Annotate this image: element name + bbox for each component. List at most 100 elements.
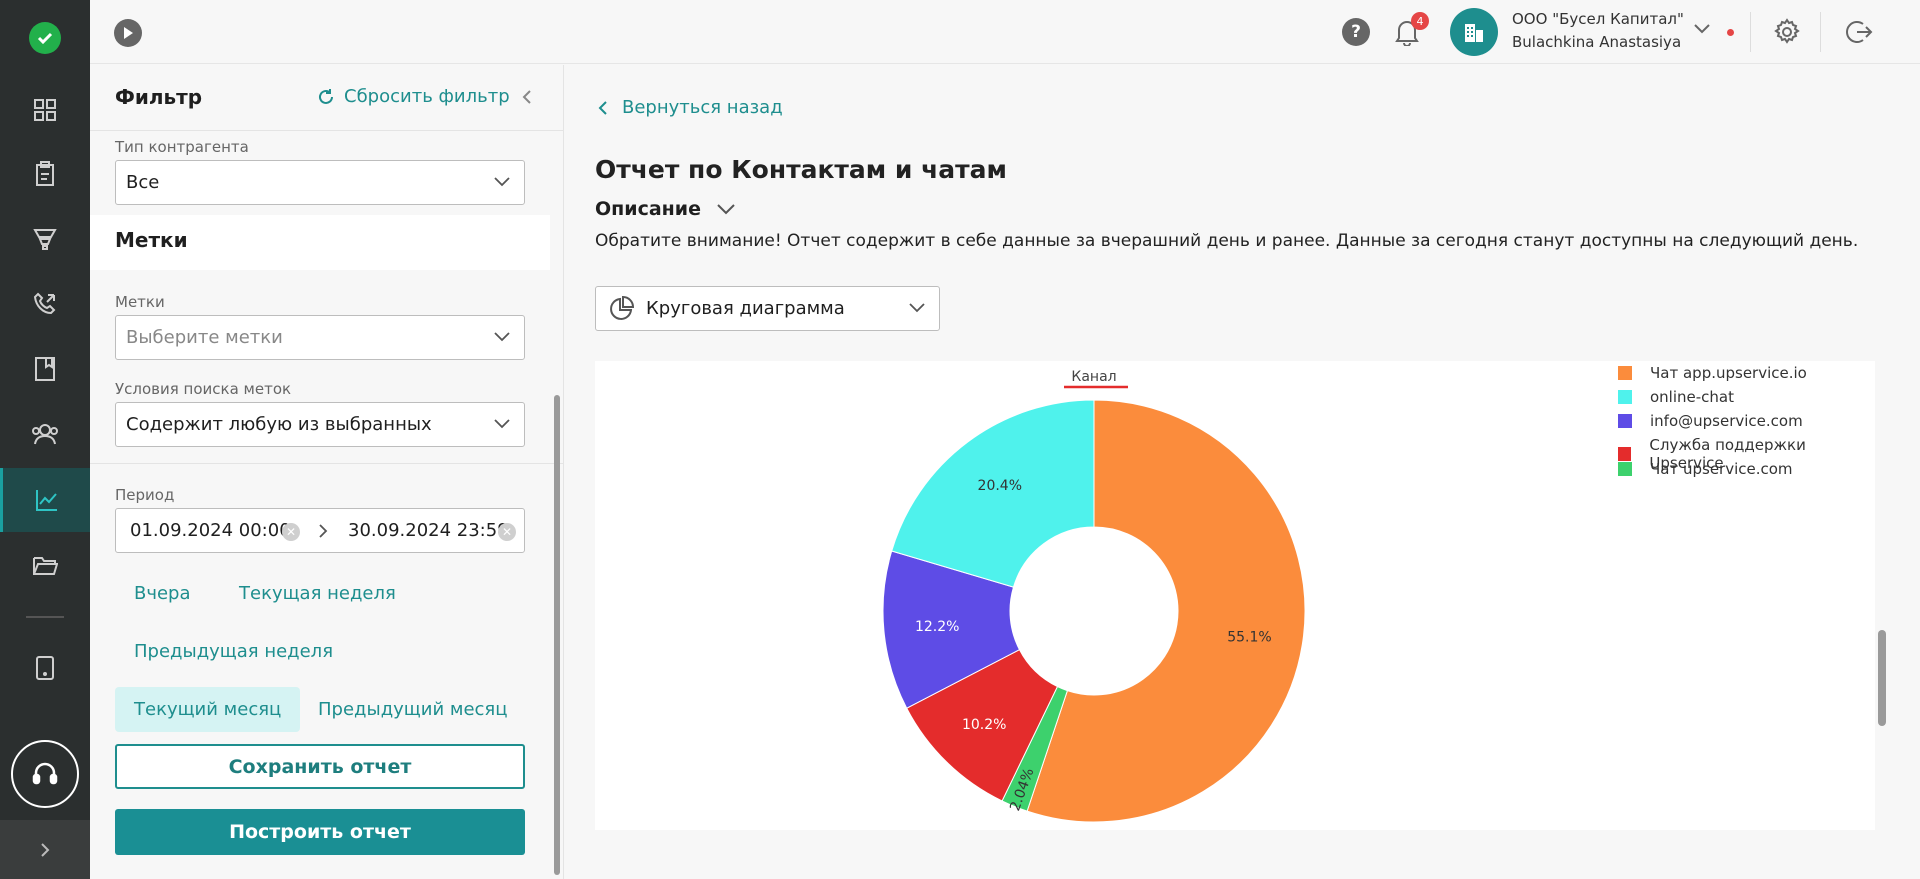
chevron-down-icon [494, 177, 510, 187]
quick-current-week[interactable]: Текущая неделя [239, 583, 396, 604]
filter-scrollbar[interactable] [554, 395, 560, 875]
save-report-button[interactable]: Сохранить отчет [115, 744, 525, 789]
filter-panel: Фильтр Сбросить фильтр Тип контрагента В… [90, 65, 564, 879]
company-avatar[interactable] [1450, 8, 1498, 56]
folder-icon[interactable] [0, 533, 90, 597]
status-dot [1727, 29, 1734, 36]
chart-type-select[interactable]: Круговая диаграмма [595, 286, 940, 331]
range-arrow-icon [319, 524, 328, 538]
description-label: Описание [595, 198, 702, 220]
play-icon[interactable] [114, 19, 142, 47]
company-name: ООО "Бусел Капитал" [1512, 10, 1684, 28]
build-report-button[interactable]: Построить отчет [115, 809, 525, 855]
legend-swatch [1618, 390, 1632, 404]
chevron-left-icon [598, 100, 607, 115]
topbar-divider [1820, 12, 1821, 52]
slice-label: 20.4% [978, 478, 1022, 494]
help-icon[interactable]: ? [1342, 18, 1370, 46]
period-to-input[interactable]: 30.09.2024 23:59 [348, 520, 509, 541]
chevron-down-icon [717, 203, 735, 214]
legend-swatch [1618, 447, 1632, 461]
legend-label: Служба поддержки Upservice [1649, 436, 1806, 472]
reset-icon [319, 88, 333, 104]
collapse-panel-icon[interactable] [522, 89, 532, 105]
legend-label: Чат app.upservice.io [1650, 364, 1807, 382]
users-icon[interactable] [0, 402, 90, 466]
counterparty-type-select[interactable]: Все [115, 160, 525, 205]
tags-placeholder: Выберите метки [126, 327, 283, 348]
legend-item[interactable]: online-chat [1618, 388, 1734, 406]
pie-slice[interactable] [1026, 399, 1306, 823]
pie-chart-icon [610, 295, 634, 320]
slice-label: 10.2% [962, 717, 1006, 733]
back-link[interactable]: Вернуться назад [598, 97, 783, 118]
tag-condition-select[interactable]: Содержит любую из выбранных [115, 402, 525, 447]
reset-filter-label: Сбросить фильтр [344, 86, 510, 107]
notifications-bell-icon[interactable]: 4 [1394, 12, 1429, 48]
chevron-down-icon [494, 419, 510, 429]
filter-header: Фильтр Сбросить фильтр [90, 65, 564, 131]
clipboard-icon[interactable] [0, 142, 90, 206]
chart-area: Канал 55.1% 2.04% 10.2% 12.2% 20.4% Чат app.… [595, 361, 1875, 830]
slice-label: 55.1% [1227, 629, 1271, 645]
period-label: Период [115, 486, 175, 504]
legend-label: Чат upservice.com [1650, 460, 1793, 478]
chevron-down-icon [909, 303, 925, 313]
reset-filter-button[interactable]: Сбросить фильтр [316, 86, 510, 107]
legend-item[interactable]: Служба поддержки Upservice [1618, 436, 1875, 472]
legend-swatch [1618, 462, 1632, 476]
counterparty-type-label: Тип контрагента [115, 138, 249, 156]
legend-label: info@upservice.com [1650, 412, 1803, 430]
tablet-icon[interactable] [0, 636, 90, 700]
user-info[interactable]: ООО "Бусел Капитал" Bulachkina Anastasiy… [1512, 8, 1684, 54]
tags-label: Метки [115, 293, 165, 311]
logout-icon[interactable] [1845, 18, 1873, 46]
tags-section-title: Метки [115, 228, 188, 252]
legend-item[interactable]: Чат upservice.com [1618, 460, 1793, 478]
chevron-down-icon [494, 332, 510, 342]
pie-slice[interactable] [891, 399, 1095, 588]
pie-slice[interactable] [882, 550, 1021, 709]
chart-type-value: Круговая диаграмма [646, 298, 845, 319]
quick-previous-month[interactable]: Предыдущий месяц [318, 699, 508, 720]
filter-title: Фильтр [115, 85, 203, 109]
tags-section-header: Метки [90, 215, 550, 270]
notice-text: Обратите внимание! Отчет содержит в себе… [595, 231, 1859, 251]
app-logo-icon[interactable] [29, 22, 61, 54]
donut-chart: Канал 55.1%2.04%10.2%12.2%20.4% [882, 369, 1306, 823]
quick-yesterday[interactable]: Вчера [134, 583, 191, 604]
tags-select[interactable]: Выберите метки [115, 315, 525, 360]
filter-divider [90, 463, 564, 464]
period-from-input[interactable]: 01.09.2024 00:00 [130, 520, 291, 541]
left-nav-rail [0, 0, 90, 879]
chart-title: Канал [1071, 369, 1116, 385]
legend-swatch [1618, 414, 1632, 428]
back-link-label: Вернуться назад [622, 97, 783, 118]
phone-icon[interactable] [0, 272, 90, 336]
tag-condition-label: Условия поиска меток [115, 380, 292, 398]
main-scrollbar[interactable] [1878, 630, 1886, 726]
clear-from-icon[interactable]: ✕ [282, 523, 300, 541]
expand-rail-icon[interactable] [0, 820, 90, 879]
legend-label: online-chat [1650, 388, 1734, 406]
legend-item[interactable]: Чат app.upservice.io [1618, 364, 1807, 382]
quick-previous-week[interactable]: Предыдущая неделя [134, 641, 334, 662]
quick-current-month[interactable]: Текущий месяц [115, 687, 301, 732]
notifications-badge: 4 [1411, 12, 1429, 30]
top-bar: ? 4 ООО "Бусел Капитал" Bulachkina Anast… [90, 0, 1920, 64]
page-title: Отчет по Контактам и чатам [595, 155, 1007, 184]
rail-divider [26, 616, 64, 618]
funnel-icon[interactable] [0, 207, 90, 271]
support-headset-icon[interactable] [11, 740, 79, 808]
legend-item[interactable]: info@upservice.com [1618, 412, 1803, 430]
period-range-picker[interactable]: 01.09.2024 00:00 ✕ 30.09.2024 23:59 ✕ [115, 508, 525, 553]
book-icon[interactable] [0, 337, 90, 401]
user-menu-chevron-icon[interactable] [1694, 24, 1710, 34]
dashboard-icon[interactable] [0, 78, 90, 142]
description-toggle[interactable]: Описание [595, 198, 735, 220]
chart-icon[interactable] [0, 468, 90, 532]
gear-icon[interactable] [1773, 18, 1801, 46]
slice-label: 12.2% [915, 619, 959, 635]
tag-condition-value: Содержит любую из выбранных [126, 414, 432, 435]
clear-to-icon[interactable]: ✕ [498, 523, 516, 541]
